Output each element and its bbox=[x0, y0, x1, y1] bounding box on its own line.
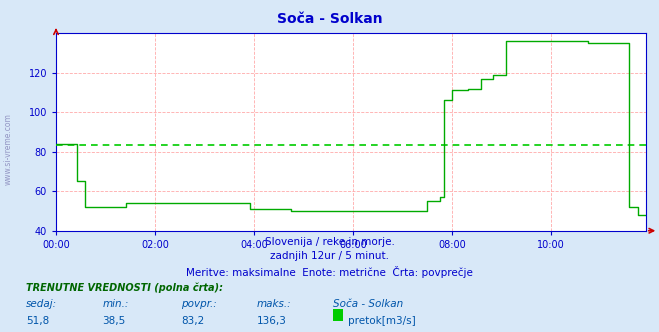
Text: pretok[m3/s]: pretok[m3/s] bbox=[348, 316, 416, 326]
Text: povpr.:: povpr.: bbox=[181, 299, 217, 309]
Text: min.:: min.: bbox=[102, 299, 129, 309]
Text: Soča - Solkan: Soča - Solkan bbox=[333, 299, 403, 309]
Text: 51,8: 51,8 bbox=[26, 316, 49, 326]
Text: Soča - Solkan: Soča - Solkan bbox=[277, 12, 382, 26]
Text: zadnjih 12ur / 5 minut.: zadnjih 12ur / 5 minut. bbox=[270, 251, 389, 261]
Text: maks.:: maks.: bbox=[257, 299, 292, 309]
Text: www.si-vreme.com: www.si-vreme.com bbox=[3, 114, 13, 185]
Text: Meritve: maksimalne  Enote: metrične  Črta: povprečje: Meritve: maksimalne Enote: metrične Črta… bbox=[186, 266, 473, 278]
Text: TRENUTNE VREDNOSTI (polna črta):: TRENUTNE VREDNOSTI (polna črta): bbox=[26, 283, 223, 293]
Text: 38,5: 38,5 bbox=[102, 316, 125, 326]
Text: sedaj:: sedaj: bbox=[26, 299, 57, 309]
Text: 83,2: 83,2 bbox=[181, 316, 204, 326]
Text: Slovenija / reke in morje.: Slovenija / reke in morje. bbox=[264, 237, 395, 247]
Text: 136,3: 136,3 bbox=[257, 316, 287, 326]
